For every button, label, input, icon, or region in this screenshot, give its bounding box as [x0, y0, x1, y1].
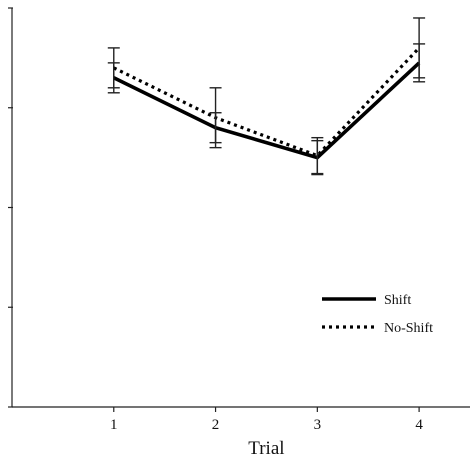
- error-bar: [311, 136, 324, 175]
- legend-label: Shift: [384, 293, 411, 308]
- legend-label: No-Shift: [384, 321, 433, 336]
- x-tick-label: 4: [415, 417, 423, 433]
- x-tick-label: 2: [212, 417, 220, 433]
- x-axis-title: Trial: [248, 438, 284, 459]
- series-layer: [113, 46, 421, 160]
- legend: Shift No-Shift: [322, 293, 433, 336]
- x-tick-label: 3: [314, 417, 322, 433]
- series-line-no-shift: [113, 46, 421, 158]
- axes: [8, 7, 470, 412]
- legend-entry: No-Shift: [322, 321, 433, 336]
- series-line-shift: [113, 61, 421, 160]
- error-bar: [209, 87, 222, 149]
- legend-entry: Shift: [322, 293, 411, 308]
- error-bar: [107, 47, 120, 89]
- error-bar: [413, 17, 426, 79]
- x-tick-label: 1: [110, 417, 118, 433]
- x-tick-labels: 1 2 3 4: [110, 417, 423, 433]
- errorbar-layer: [107, 17, 426, 176]
